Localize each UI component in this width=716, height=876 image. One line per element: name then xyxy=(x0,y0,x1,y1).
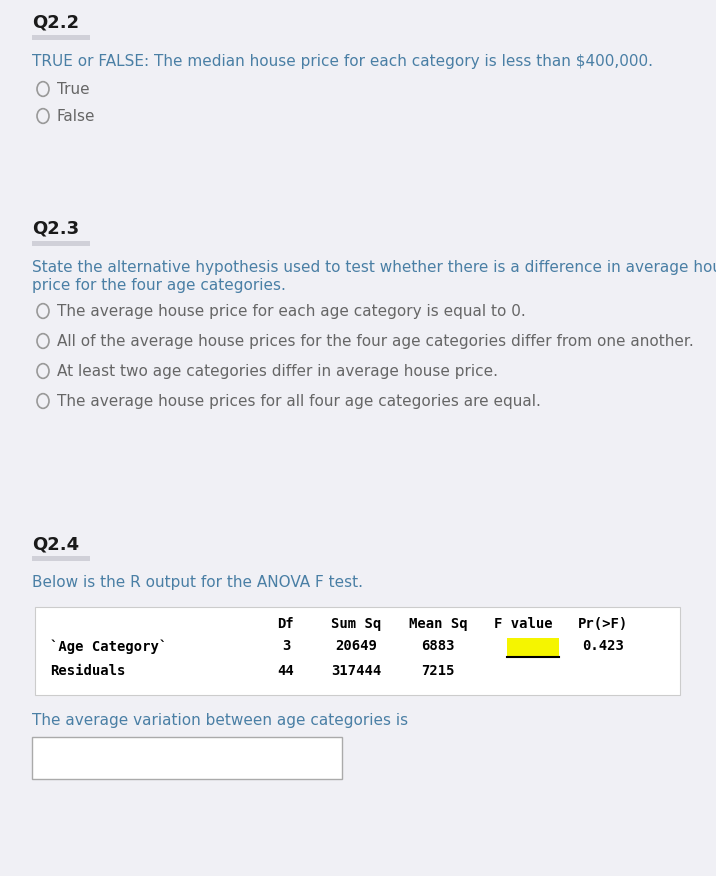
Text: The average house prices for all four age categories are equal.: The average house prices for all four ag… xyxy=(57,394,541,409)
Text: All of the average house prices for the four age categories differ from one anot: All of the average house prices for the … xyxy=(57,334,694,349)
Text: Mean Sq: Mean Sq xyxy=(409,617,468,631)
Text: Df: Df xyxy=(278,617,294,631)
Text: `Age Category`: `Age Category` xyxy=(50,639,168,653)
FancyBboxPatch shape xyxy=(32,556,90,561)
Text: 0.423: 0.423 xyxy=(582,639,624,653)
FancyBboxPatch shape xyxy=(32,35,90,40)
Text: Sum Sq: Sum Sq xyxy=(331,617,381,631)
Text: Residuals: Residuals xyxy=(50,664,125,678)
Text: 7215: 7215 xyxy=(421,664,455,678)
Text: True: True xyxy=(57,82,90,97)
Text: 317444: 317444 xyxy=(331,664,381,678)
FancyBboxPatch shape xyxy=(32,241,90,246)
Text: 20649: 20649 xyxy=(335,639,377,653)
FancyBboxPatch shape xyxy=(507,638,559,656)
FancyBboxPatch shape xyxy=(32,737,342,779)
Text: 44: 44 xyxy=(278,664,294,678)
Text: TRUE or FALSE: The median house price for each category is less than $400,000.: TRUE or FALSE: The median house price fo… xyxy=(32,54,653,69)
Text: The average house price for each age category is equal to 0.: The average house price for each age cat… xyxy=(57,304,526,319)
Text: State the alternative hypothesis used to test whether there is a difference in a: State the alternative hypothesis used to… xyxy=(32,260,716,275)
Text: 6883: 6883 xyxy=(421,639,455,653)
Text: False: False xyxy=(57,109,95,124)
Text: Pr(>F): Pr(>F) xyxy=(578,617,628,631)
Text: Q2.2: Q2.2 xyxy=(32,14,79,32)
Text: price for the four age categories.: price for the four age categories. xyxy=(32,278,286,293)
Text: Q2.4: Q2.4 xyxy=(32,535,79,553)
FancyBboxPatch shape xyxy=(35,607,680,695)
Text: The average variation between age categories is: The average variation between age catego… xyxy=(32,713,408,728)
Text: Q2.3: Q2.3 xyxy=(32,220,79,238)
Text: At least two age categories differ in average house price.: At least two age categories differ in av… xyxy=(57,364,498,379)
Text: Below is the R output for the ANOVA F test.: Below is the R output for the ANOVA F te… xyxy=(32,575,363,590)
Text: 3: 3 xyxy=(282,639,290,653)
Text: F value: F value xyxy=(494,617,552,631)
